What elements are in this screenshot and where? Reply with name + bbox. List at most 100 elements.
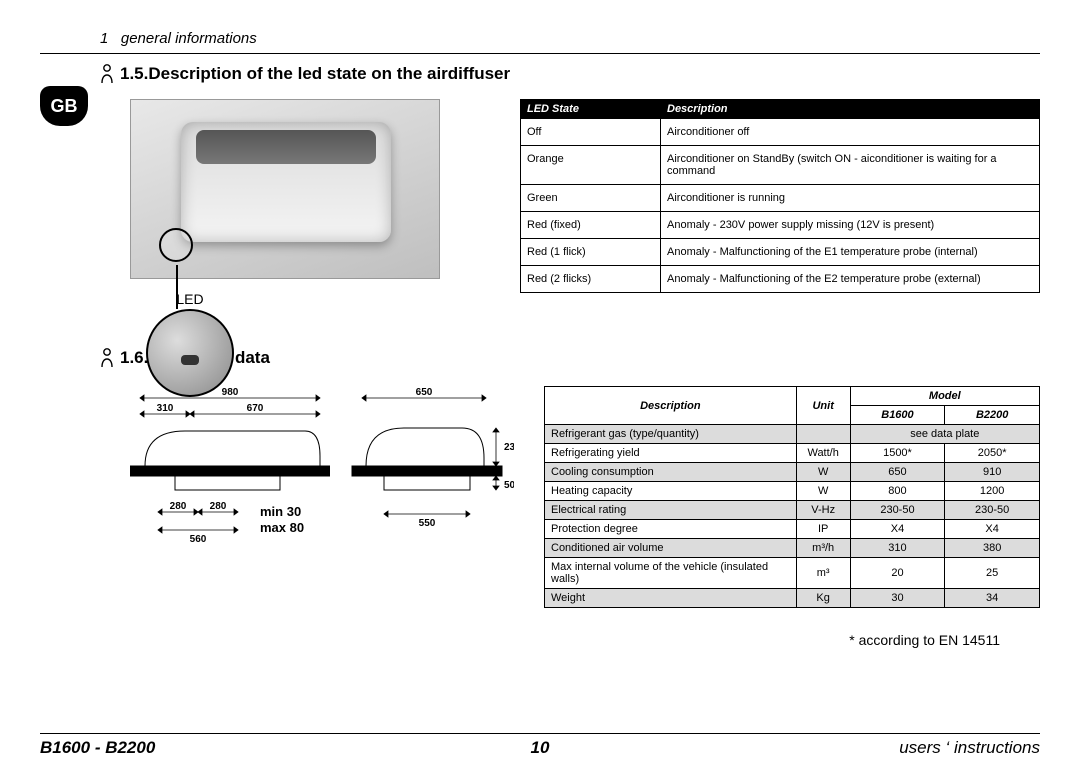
tech-b2200-cell: 2050* <box>945 444 1040 463</box>
tech-b1600-cell: 30 <box>850 589 945 608</box>
table-row: Refrigerating yieldWatt/h1500*2050* <box>545 444 1040 463</box>
tech-b1600-cell: 20 <box>850 558 945 589</box>
table-row: OrangeAirconditioner on StandBy (switch … <box>521 146 1040 185</box>
table-row: Protection degreeIPX4X4 <box>545 520 1040 539</box>
tech-b1600-cell: 650 <box>850 463 945 482</box>
min-max-label: min 30 max 80 <box>260 504 304 535</box>
led-state-table: LED State Description OffAirconditioner … <box>520 99 1040 293</box>
section-1-5-title: 1.5.Description of the led state on the … <box>100 64 1040 84</box>
dim-310: 310 <box>157 403 174 414</box>
tech-unit-cell: W <box>796 482 850 501</box>
tech-unit-cell: Watt/h <box>796 444 850 463</box>
led-desc-cell: Airconditioner off <box>661 119 1040 146</box>
header-rule <box>40 53 1040 54</box>
tech-value-cell: see data plate <box>850 425 1039 444</box>
tech-unit-cell <box>796 425 850 444</box>
tech-desc-cell: Weight <box>545 589 797 608</box>
airdiffuser-photo <box>130 99 440 279</box>
tech-b2200-cell: 380 <box>945 539 1040 558</box>
dimension-drawings: 980 310 670 280 280 560 <box>130 386 514 556</box>
table-row: Red (fixed)Anomaly - 230V power supply m… <box>521 212 1040 239</box>
table-row: Refrigerant gas (type/quantity) see data … <box>545 425 1040 444</box>
tech-desc-cell: Protection degree <box>545 520 797 539</box>
tech-unit-cell: V-Hz <box>796 501 850 520</box>
tech-b1600-cell: 1500* <box>850 444 945 463</box>
led-desc-cell: Anomaly - Malfunctioning of the E1 tempe… <box>661 239 1040 266</box>
led-zoom-circle <box>146 309 234 397</box>
tech-header-desc: Description <box>545 387 797 425</box>
dim-980: 980 <box>222 387 239 398</box>
section-1-5-body: LED LED State Description OffAirconditio… <box>130 99 1040 293</box>
tech-b1600-cell: 310 <box>850 539 945 558</box>
led-desc-cell: Airconditioner on StandBy (switch ON - a… <box>661 146 1040 185</box>
tech-desc-cell: Electrical rating <box>545 501 797 520</box>
tech-b2200-cell: X4 <box>945 520 1040 539</box>
dim-650: 650 <box>416 387 433 398</box>
led-state-cell: Red (2 flicks) <box>521 266 661 293</box>
table-row: Electrical ratingV-Hz230-50230-50 <box>545 501 1040 520</box>
drawing-top-view: 980 310 670 280 280 560 <box>130 386 330 556</box>
table-row: Cooling consumptionW650910 <box>545 463 1040 482</box>
tech-unit-cell: IP <box>796 520 850 539</box>
tech-desc-cell: Conditioned air volume <box>545 539 797 558</box>
led-state-cell: Red (1 flick) <box>521 239 661 266</box>
led-state-cell: Green <box>521 185 661 212</box>
table-row: Red (1 flick)Anomaly - Malfunctioning of… <box>521 239 1040 266</box>
dim-max: max 80 <box>260 520 304 536</box>
tech-header-unit: Unit <box>796 387 850 425</box>
dim-280a: 280 <box>170 501 187 512</box>
tech-desc-cell: Max internal volume of the vehicle (insu… <box>545 558 797 589</box>
tech-header-b1600: B1600 <box>850 406 945 425</box>
led-table-header-state: LED State <box>521 100 661 119</box>
chapter-header: 1 general informations <box>40 30 1040 47</box>
table-row: WeightKg3034 <box>545 589 1040 608</box>
dim-670: 670 <box>247 403 264 414</box>
footer-model: B1600 - B2200 <box>40 738 155 758</box>
tech-b1600-cell: X4 <box>850 520 945 539</box>
dim-min: min 30 <box>260 504 304 520</box>
dim-550: 550 <box>419 518 436 529</box>
led-table-header-desc: Description <box>661 100 1040 119</box>
table-row: Max internal volume of the vehicle (insu… <box>545 558 1040 589</box>
led-desc-cell: Airconditioner is running <box>661 185 1040 212</box>
tech-b2200-cell: 34 <box>945 589 1040 608</box>
led-desc-cell: Anomaly - 230V power supply missing (12V… <box>661 212 1040 239</box>
page-footer: B1600 - B2200 10 users ‘ instructions <box>40 733 1040 758</box>
person-icon <box>100 64 114 84</box>
tech-header-model: Model <box>850 387 1039 406</box>
table-row: Conditioned air volumem³/h310380 <box>545 539 1040 558</box>
dim-560: 560 <box>190 534 207 545</box>
dim-50: 50 <box>504 480 514 491</box>
tech-desc-cell: Cooling consumption <box>545 463 797 482</box>
technical-data-table: Description Unit Model B1600 B2200 Refri… <box>544 386 1040 608</box>
section-1-5-heading: Description of the led state on the aird… <box>148 64 510 83</box>
country-badge: GB <box>40 86 88 126</box>
tech-desc-cell: Refrigerant gas (type/quantity) <box>545 425 797 444</box>
tech-unit-cell: m³ <box>796 558 850 589</box>
chapter-number: 1 <box>100 30 108 47</box>
tech-b2200-cell: 230-50 <box>945 501 1040 520</box>
person-icon <box>100 348 114 368</box>
chapter-title: general informations <box>121 30 257 47</box>
tech-b2200-cell: 1200 <box>945 482 1040 501</box>
drawing-front-view: 650 235 50 550 <box>344 386 514 556</box>
tech-desc-cell: Refrigerating yield <box>545 444 797 463</box>
dim-235: 235 <box>504 442 514 453</box>
led-marker-circle <box>159 228 193 262</box>
led-state-cell: Red (fixed) <box>521 212 661 239</box>
table-row: OffAirconditioner off <box>521 119 1040 146</box>
footer-page: 10 <box>531 738 550 758</box>
section-1-6-body: 980 310 670 280 280 560 <box>130 386 1040 608</box>
tech-desc-cell: Heating capacity <box>545 482 797 501</box>
tech-b2200-cell: 25 <box>945 558 1040 589</box>
tech-b2200-cell: 910 <box>945 463 1040 482</box>
table-row: Red (2 flicks)Anomaly - Malfunctioning o… <box>521 266 1040 293</box>
footer-doc-title: users ‘ instructions <box>899 738 1040 758</box>
tech-b1600-cell: 230-50 <box>850 501 945 520</box>
footnote: * according to EN 14511 <box>40 632 1000 648</box>
section-1-5-number: 1.5. <box>120 64 148 83</box>
table-row: Heating capacityW8001200 <box>545 482 1040 501</box>
led-label: LED <box>176 291 203 307</box>
dim-280b: 280 <box>210 501 227 512</box>
tech-b1600-cell: 800 <box>850 482 945 501</box>
